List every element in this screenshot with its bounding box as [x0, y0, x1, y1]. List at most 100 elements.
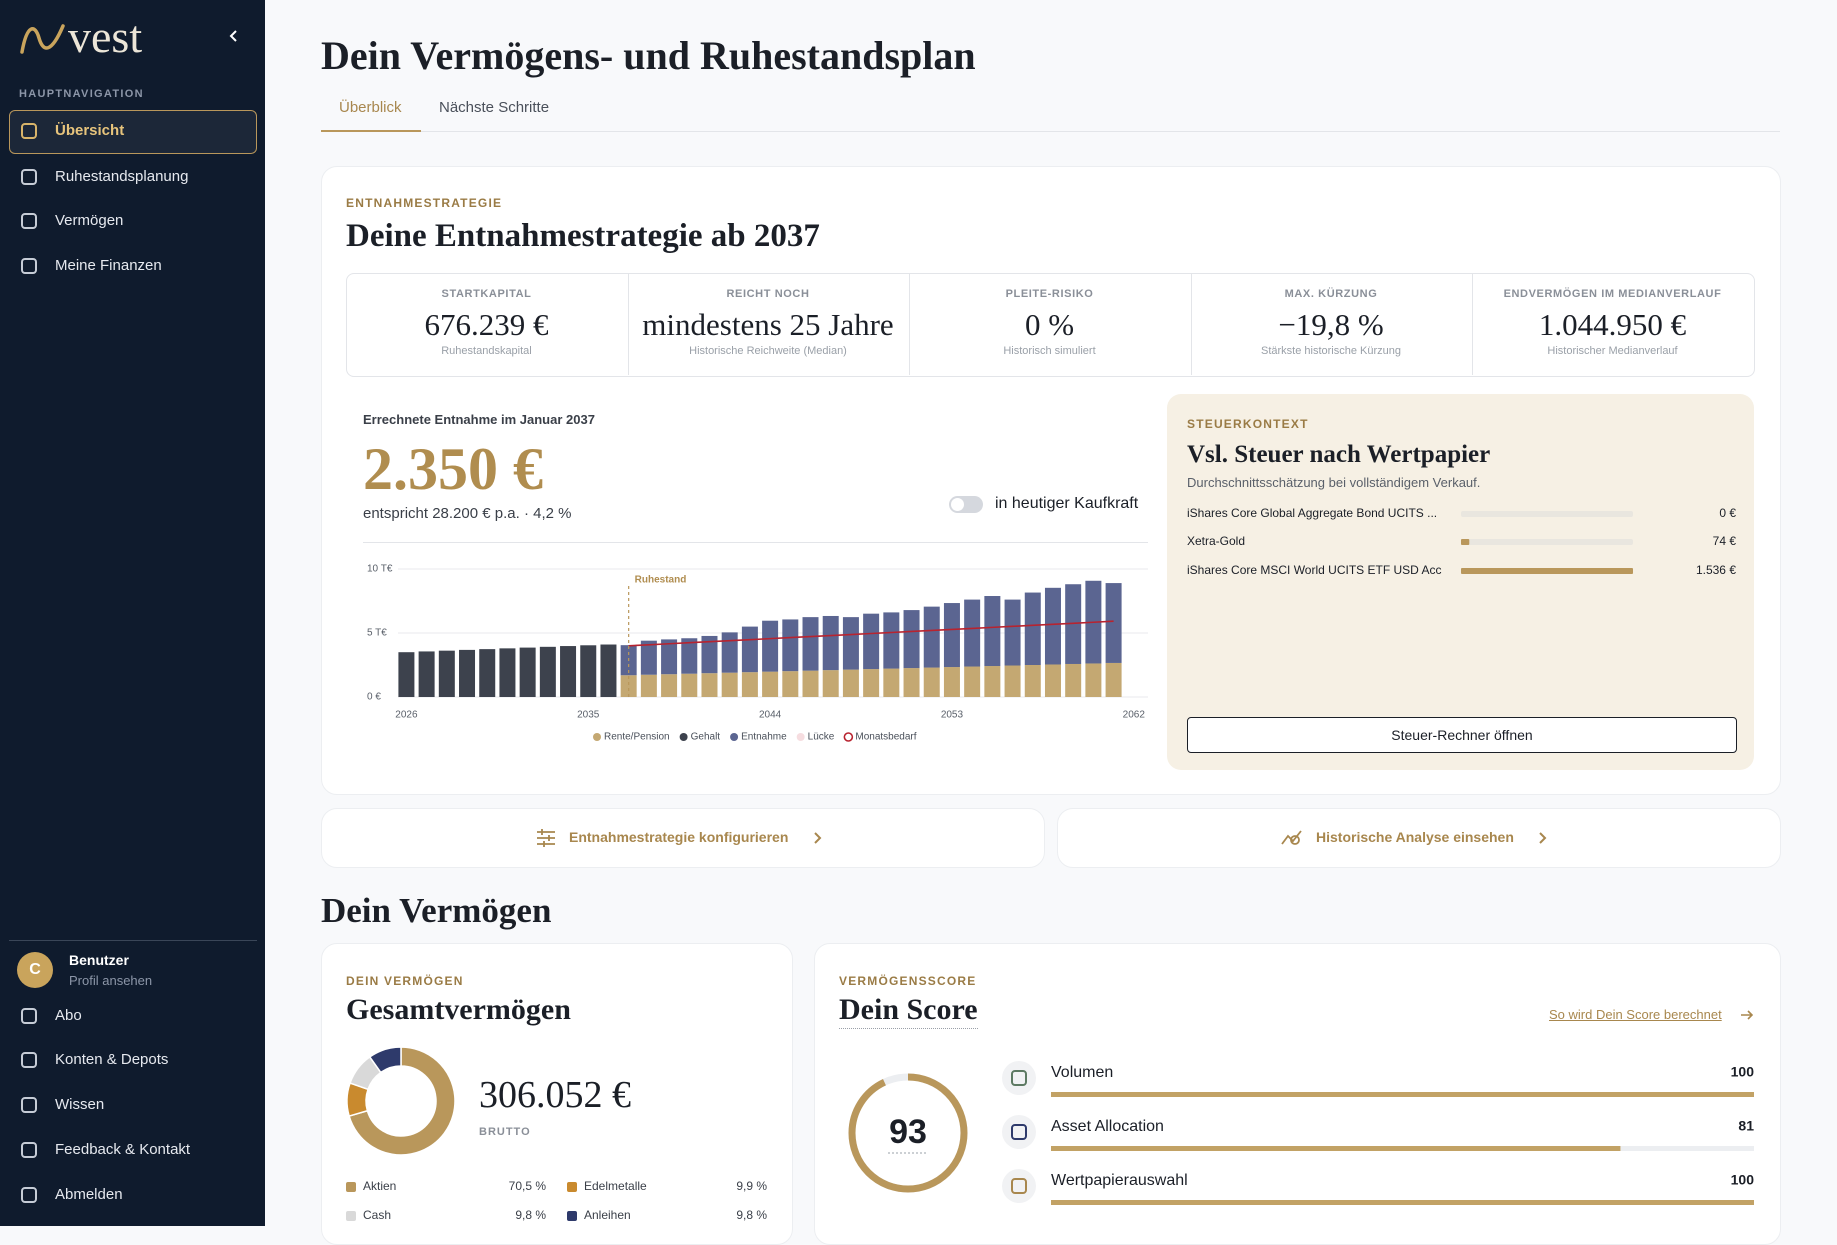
nav-section: HAUPTNAVIGATION [19, 88, 144, 100]
card-title: Dein Score [839, 992, 978, 1029]
nav-icon [21, 169, 37, 185]
tax-button[interactable]: Steuer-Rechner öffnen [1187, 717, 1737, 753]
bar [1105, 583, 1122, 663]
tax-value: 1.536 € [1696, 563, 1736, 577]
tax-value: 0 € [1719, 506, 1736, 520]
legend-swatch [679, 733, 688, 741]
bar [479, 649, 496, 697]
legend-label: Cash [363, 1208, 391, 1222]
bar [863, 669, 880, 697]
score-value: 100 [1731, 1172, 1755, 1188]
card-title: Gesamtvermögen [346, 993, 571, 1026]
action-button[interactable] [1057, 808, 1781, 868]
kpi-value: mindestens 25 Jahre [642, 307, 894, 342]
bar [762, 620, 779, 672]
eyebrow: VERMÖGENSSCORE [839, 974, 977, 988]
nav-item[interactable]: Feedback & Kontakt [55, 1141, 191, 1158]
nav-icon [21, 1097, 37, 1113]
bar [943, 667, 960, 697]
score-icon-glyph [1011, 1070, 1027, 1086]
toggle[interactable] [949, 496, 983, 513]
bar [782, 671, 799, 697]
annotation-label: Ruhestand [635, 575, 687, 586]
score-link[interactable]: So wird Dein Score berechnet [1549, 1007, 1722, 1022]
nav-item[interactable]: Abo [55, 1007, 82, 1024]
page-title: Dein Vermögens- und Ruhestandsplan [321, 33, 976, 78]
score-name: Asset Allocation [1051, 1118, 1164, 1135]
kpi-value: 676.239 € [424, 307, 549, 342]
bar [842, 617, 859, 670]
bar [1004, 599, 1021, 666]
kpi-note: Stärkste historische Kürzung [1260, 345, 1401, 357]
nav-item[interactable]: Übersicht [55, 122, 125, 139]
nav-item[interactable]: Abmelden [55, 1186, 123, 1203]
bar [1065, 663, 1082, 697]
action-button[interactable] [321, 808, 1045, 868]
bar-track [1461, 539, 1633, 545]
kpi-value: 0 % [1024, 307, 1075, 342]
nav-item[interactable]: Meine Finanzen [55, 257, 162, 274]
bar [1461, 539, 1470, 545]
x-tick-label: 2053 [941, 710, 964, 721]
legend-label: Anleihen [584, 1208, 631, 1222]
nav-item[interactable]: Wissen [55, 1096, 105, 1113]
bar [661, 674, 678, 697]
gauge-value: 93 [889, 1113, 927, 1151]
score-value: 81 [1738, 1118, 1754, 1134]
legend-value: 9,8 % [515, 1208, 546, 1222]
toggle-label: in heutiger Kaufkraft [995, 495, 1139, 512]
legend-label: Monatsbedarf [855, 732, 916, 743]
logo-text: vest [68, 11, 143, 62]
bar [903, 610, 920, 669]
tab[interactable]: Überblick [339, 99, 402, 116]
icon [1281, 830, 1302, 845]
legend-swatch [843, 732, 854, 742]
bar [802, 670, 819, 697]
legend-swatch [346, 1182, 356, 1192]
bar [701, 635, 718, 674]
nav-item[interactable]: Ruhestandsplanung [55, 168, 189, 185]
legend-swatch [567, 1211, 577, 1221]
x-tick-label: 2044 [759, 710, 782, 721]
legend-label: Aktien [363, 1179, 396, 1193]
avatar[interactable]: C [17, 952, 53, 988]
bar [600, 644, 617, 697]
y-tick-label: 10 T€ [367, 564, 393, 575]
kpi-label: PLEITE-RISIKO [1005, 288, 1094, 300]
nav-active [9, 110, 257, 154]
legend-label: Edelmetalle [584, 1179, 647, 1193]
nav-item[interactable]: Konten & Depots [55, 1051, 169, 1068]
bar [701, 673, 718, 697]
bar [822, 670, 839, 697]
tab[interactable]: Nächste Schritte [439, 99, 550, 116]
tax-subtitle: Durchschnittsschätzung bei vollständigem… [1187, 475, 1481, 490]
bar [903, 668, 920, 697]
bar [923, 606, 940, 668]
bar [964, 599, 981, 667]
nav-icon [21, 213, 37, 229]
legend-label: Gehalt [691, 732, 721, 743]
sidebar: vest HAUPTNAVIGATION Übersicht Ruhestands… [0, 0, 265, 1226]
collapse-button[interactable] [226, 28, 242, 44]
tax-value: 74 € [1713, 534, 1737, 548]
bar [741, 626, 758, 673]
kpi-note: Historische Reichweite (Median) [689, 345, 847, 357]
score-icon [1002, 1061, 1036, 1095]
line [628, 620, 1114, 647]
bar [883, 668, 900, 697]
logo-mark [20, 24, 65, 54]
score-icon [1002, 1115, 1036, 1149]
nav-item[interactable]: Vermögen [55, 212, 124, 229]
bar [560, 646, 577, 697]
profile-link[interactable]: Profil ansehen [69, 973, 153, 988]
kpi-label: STARTKAPITAL [441, 288, 532, 300]
bar [721, 632, 738, 673]
bar [640, 674, 657, 697]
bar [1065, 584, 1082, 664]
kpi-box [346, 273, 1755, 377]
bar [984, 596, 1001, 667]
kpi-label: REICHT NOCH [726, 288, 810, 300]
nav-icon [21, 123, 37, 139]
score-icon [1002, 1169, 1036, 1203]
bar [1004, 665, 1021, 697]
